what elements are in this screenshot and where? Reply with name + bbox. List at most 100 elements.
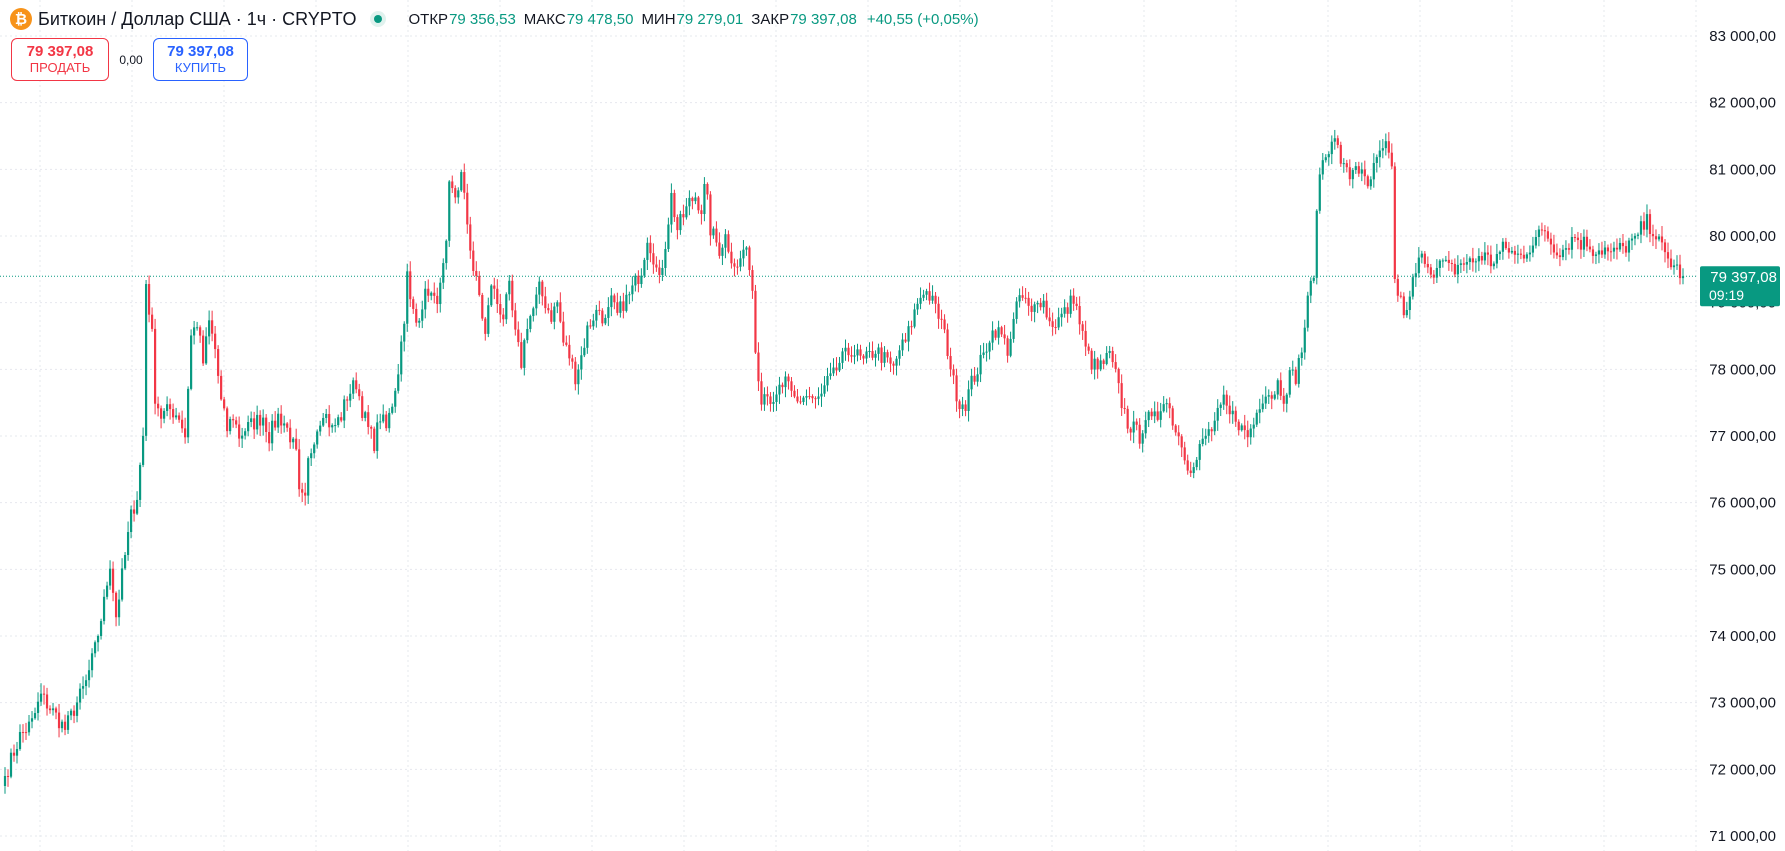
- bitcoin-icon[interactable]: ₿: [10, 8, 32, 30]
- candle-body: [1273, 394, 1276, 399]
- candle-body: [373, 428, 376, 451]
- candle-body: [718, 242, 721, 256]
- high-label: МАКС: [523, 10, 566, 28]
- candle-body: [1645, 214, 1649, 230]
- candle-body: [111, 568, 115, 593]
- candle-body: [1261, 403, 1264, 410]
- candle-body: [63, 721, 67, 730]
- candle-body: [48, 708, 52, 711]
- candle-body: [487, 305, 490, 334]
- candle-body: [892, 363, 895, 366]
- candle-body: [175, 415, 178, 418]
- candle-body: [1624, 246, 1628, 253]
- candle-body: [883, 352, 886, 363]
- candle-body: [1675, 264, 1679, 266]
- candle-body: [952, 369, 955, 376]
- candle-body: [535, 294, 538, 309]
- candle-body: [904, 339, 907, 342]
- candle-body: [532, 308, 535, 317]
- candle-body: [733, 263, 736, 267]
- candle-body: [643, 259, 646, 276]
- candle-body: [96, 635, 100, 643]
- symbol-title[interactable]: Биткоин / Доллар США · 1ч · CRYPTO: [38, 8, 357, 29]
- candle-body: [247, 422, 250, 432]
- market-open-dot-icon[interactable]: [370, 11, 387, 27]
- candle-body: [1204, 435, 1207, 439]
- candle-body: [1246, 430, 1249, 438]
- candle-body: [469, 224, 472, 251]
- candle-body: [616, 302, 619, 313]
- candle-body: [1240, 425, 1243, 431]
- candle-body: [1135, 421, 1138, 425]
- candle-body: [700, 210, 703, 215]
- candle-body: [424, 288, 427, 310]
- candle-body: [313, 444, 316, 454]
- candle-body: [466, 192, 469, 225]
- candle-body: [1552, 244, 1556, 253]
- candle-body: [334, 425, 337, 427]
- candle-body: [454, 188, 457, 198]
- candle-body: [1195, 459, 1198, 468]
- candle-body: [517, 329, 520, 343]
- candle-body: [349, 393, 352, 401]
- candle-body: [1084, 330, 1087, 347]
- candle-body: [304, 492, 307, 496]
- candle-body: [1282, 395, 1285, 404]
- candle-body: [1012, 318, 1015, 339]
- candle-body: [649, 242, 652, 254]
- candle-body: [874, 353, 877, 358]
- candle-body: [268, 432, 271, 444]
- candle-body: [814, 398, 817, 400]
- candle-body: [1075, 303, 1078, 307]
- candle-body: [1540, 229, 1544, 231]
- candle-body: [1660, 236, 1664, 243]
- candle-body: [196, 327, 199, 329]
- candle-body: [168, 404, 172, 410]
- candle-body: [1066, 307, 1069, 314]
- sell-button[interactable]: 79 397,08 ПРОДАТЬ: [11, 38, 109, 81]
- price-tick-label: 73 000,00: [1709, 695, 1776, 712]
- candle-body: [223, 399, 226, 409]
- candle-body: [1378, 150, 1381, 158]
- candle-body: [418, 320, 421, 323]
- candle-body: [1420, 253, 1423, 258]
- candle-body: [1096, 358, 1099, 370]
- candle-body: [57, 712, 61, 729]
- candle-body: [1027, 297, 1030, 306]
- candle-body: [81, 686, 85, 689]
- candle-body: [433, 292, 436, 296]
- candle-body: [1036, 302, 1039, 305]
- candle-body: [577, 369, 580, 385]
- candle-body: [1438, 260, 1441, 268]
- candle-body: [1480, 256, 1483, 261]
- candle-body: [1102, 360, 1105, 364]
- candle-body: [382, 414, 385, 422]
- candle-body: [688, 197, 691, 207]
- candle-body: [745, 247, 748, 250]
- candle-body: [850, 355, 853, 357]
- candle-body: [658, 267, 661, 275]
- candle-body: [1186, 460, 1189, 471]
- candle-body: [880, 347, 883, 363]
- candle-body: [256, 414, 259, 430]
- candle-body: [736, 266, 739, 268]
- candle-body: [823, 385, 826, 394]
- candle-body: [907, 326, 910, 342]
- candle-body: [622, 301, 625, 311]
- candle-body: [138, 464, 142, 500]
- candle-body: [451, 181, 454, 189]
- candle-body: [1189, 470, 1192, 474]
- candle-body: [69, 710, 73, 716]
- candle-body: [508, 280, 511, 295]
- candle-body: [1465, 262, 1468, 265]
- candle-body: [1300, 352, 1303, 359]
- candle-body: [1198, 443, 1201, 460]
- price-tick-label: 77 000,00: [1709, 428, 1776, 445]
- candle-body: [1402, 296, 1405, 316]
- candle-body: [955, 375, 958, 402]
- candle-body: [202, 335, 205, 364]
- candle-body: [1678, 264, 1682, 279]
- buy-button[interactable]: 79 397,08 КУПИТЬ: [153, 38, 248, 81]
